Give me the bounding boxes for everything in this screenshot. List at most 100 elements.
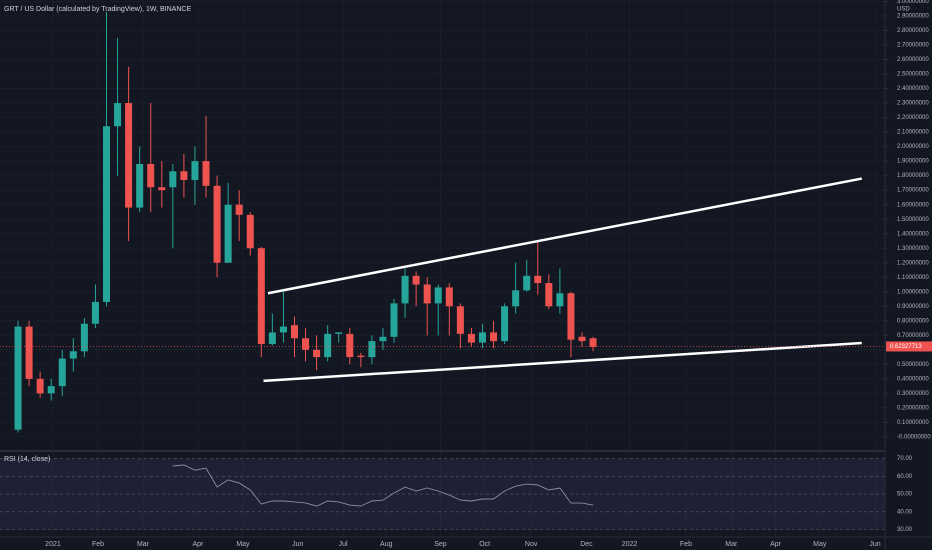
candle-body (346, 333, 354, 358)
candle-body (567, 293, 575, 340)
x-tick-label: Sep (434, 541, 447, 548)
y-tick-label: 1.80000000 (897, 173, 929, 179)
candle-body (589, 338, 597, 347)
candle-body (147, 164, 155, 188)
y-tick-label: 0.30000000 (897, 391, 929, 397)
x-tick-label: Dec (580, 541, 593, 548)
candle-body (268, 332, 276, 345)
candle-body (456, 306, 464, 334)
candle-body (324, 333, 332, 358)
y-tick-label: 0.40000000 (897, 376, 929, 382)
candle-body (235, 204, 243, 215)
y-tick-label: -0.00000000 (897, 435, 931, 441)
rsi-band (0, 458, 885, 530)
chart-title: GRT / US Dollar (calculated by TradingVi… (4, 6, 191, 13)
y-tick-label: 1.30000000 (897, 246, 929, 252)
x-tick-label: Mar (725, 541, 738, 548)
candle-body (136, 164, 144, 208)
y-tick-label: 2.60000000 (897, 57, 929, 63)
candle-body (501, 306, 509, 342)
y-tick-label: 1.10000000 (897, 275, 929, 281)
y-tick-label: 2.50000000 (897, 72, 929, 78)
rsi-tick-label: 40.00 (897, 509, 913, 515)
rsi-tick-label: 30.00 (897, 527, 913, 533)
marks (0, 11, 885, 507)
candle-body (114, 103, 122, 127)
x-tick-label: Jul (339, 541, 348, 548)
x-tick-label: Oct (479, 541, 490, 548)
y-tick-label: 0.70000000 (897, 333, 929, 339)
candle-body (169, 171, 177, 188)
y-tick-label: 0.50000000 (897, 362, 929, 368)
y-tick-label: 0.80000000 (897, 318, 929, 324)
y-tick-label: 1.60000000 (897, 202, 929, 208)
candle-body (357, 355, 365, 358)
candle-body (69, 351, 77, 359)
x-tick-label: 2021 (45, 541, 61, 548)
candle-body (213, 185, 221, 263)
y-tick-label: 2.80000000 (897, 28, 929, 34)
candle-body (401, 275, 409, 304)
x-tick-label: Apr (770, 541, 782, 548)
candle-body (102, 126, 110, 302)
y-tick-label: 1.40000000 (897, 231, 929, 237)
x-tick-label: 2022 (622, 541, 638, 548)
candle-body (534, 275, 542, 284)
y-tick-label: 2.30000000 (897, 101, 929, 107)
candle-body (125, 103, 133, 208)
candle-body (47, 386, 55, 394)
candle-body (80, 323, 88, 352)
candle-body (512, 290, 520, 307)
candle-body (246, 214, 254, 249)
candle-body (58, 358, 66, 387)
candle-body (257, 248, 265, 345)
trend-line (263, 341, 862, 383)
candle-body (180, 171, 188, 180)
x-tick-label: Jun (292, 541, 303, 548)
last-price-box (886, 341, 932, 352)
x-tick-label: Apr (192, 541, 204, 548)
candle-body (91, 301, 99, 324)
rsi-tick-label: 50.00 (897, 492, 913, 498)
trend-line (267, 177, 863, 295)
candle-body (578, 336, 586, 342)
x-tick-label: Feb (92, 541, 104, 548)
candle-body (290, 325, 298, 339)
candle-body (445, 287, 453, 307)
rsi-tick-label: 60.00 (897, 474, 913, 480)
y-tick-label: 2.90000000 (897, 14, 929, 20)
currency-label: USD (897, 7, 910, 13)
y-tick-label: 2.40000000 (897, 86, 929, 92)
y-tick-label: 0.20000000 (897, 405, 929, 411)
x-tick-label: May (236, 541, 250, 548)
candle-body (478, 332, 486, 343)
x-tick-label: Aug (380, 541, 393, 548)
candle-body (224, 204, 232, 263)
labels: -0.00000000 0.10000000 0.20000000 0.3000000… (45, 0, 932, 548)
candle-body (36, 378, 44, 394)
rsi-tick-label: 70.00 (897, 456, 913, 462)
candle-body (545, 283, 553, 307)
candle-body (390, 303, 398, 337)
y-tick-label: 1.70000000 (897, 188, 929, 194)
candle-body (379, 336, 387, 342)
rsi-line (172, 464, 594, 507)
rsi-title: RSI (14, close) (4, 456, 50, 463)
y-tick-label: 1.50000000 (897, 217, 929, 223)
candle-body (490, 332, 498, 342)
candle-body (467, 333, 475, 343)
candle-body (313, 349, 321, 358)
x-tick-label: Nov (525, 541, 538, 548)
candle-body (368, 341, 376, 358)
candle-body (302, 338, 310, 350)
x-tick-label: May (813, 541, 827, 548)
y-tick-label: 3.00000000 (897, 0, 929, 5)
candle-body (279, 326, 287, 333)
y-tick-label: 1.20000000 (897, 260, 929, 266)
y-tick-label: 2.20000000 (897, 115, 929, 121)
candle-body (423, 284, 431, 304)
candle-body (25, 326, 33, 379)
candle-body (434, 287, 442, 304)
y-tick-label: 0.10000000 (897, 420, 929, 426)
